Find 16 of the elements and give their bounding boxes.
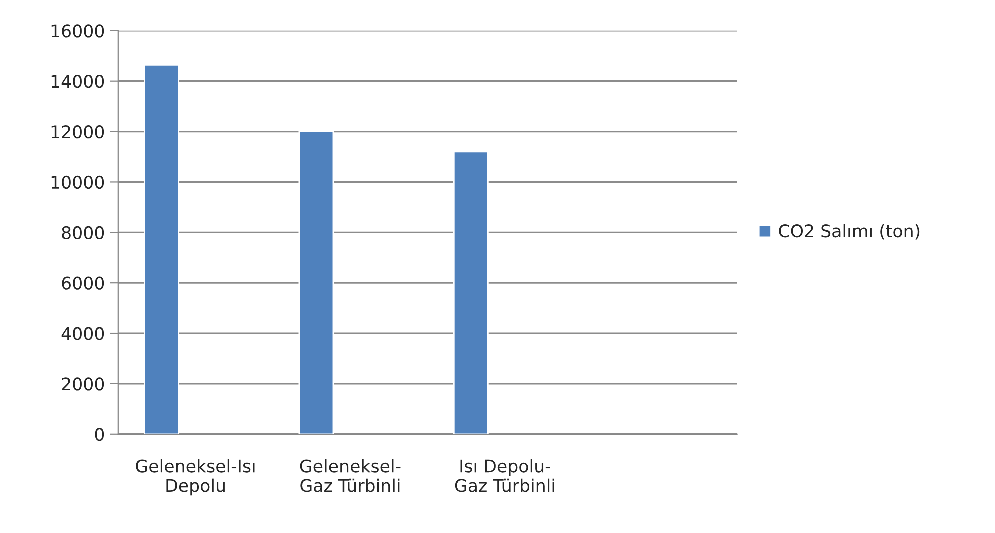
x-tick-label: Geleneksel- Gaz Türbinli xyxy=(300,459,401,492)
y-tick-label: 12000 xyxy=(52,125,104,139)
x-tick-label: Geleneksel-Isı Depolu xyxy=(136,459,255,496)
y-tick-label: 8000 xyxy=(62,226,104,240)
y-tick-label: 0 xyxy=(95,428,104,442)
y-tick-label: 14000 xyxy=(52,75,104,88)
y-tick-label: 16000 xyxy=(52,24,104,38)
y-tick-label: 4000 xyxy=(62,327,104,340)
x-tick-label: Isı Depolu- Gaz Türbinli xyxy=(455,459,554,492)
legend-label: CO2 Salımı (ton) xyxy=(779,224,920,240)
y-tick-label: 6000 xyxy=(62,276,104,290)
bar xyxy=(144,64,180,434)
y-tick-label: 10000 xyxy=(52,176,104,190)
bar xyxy=(453,151,489,434)
bar xyxy=(298,131,334,434)
y-tick-label: 2000 xyxy=(62,378,104,391)
